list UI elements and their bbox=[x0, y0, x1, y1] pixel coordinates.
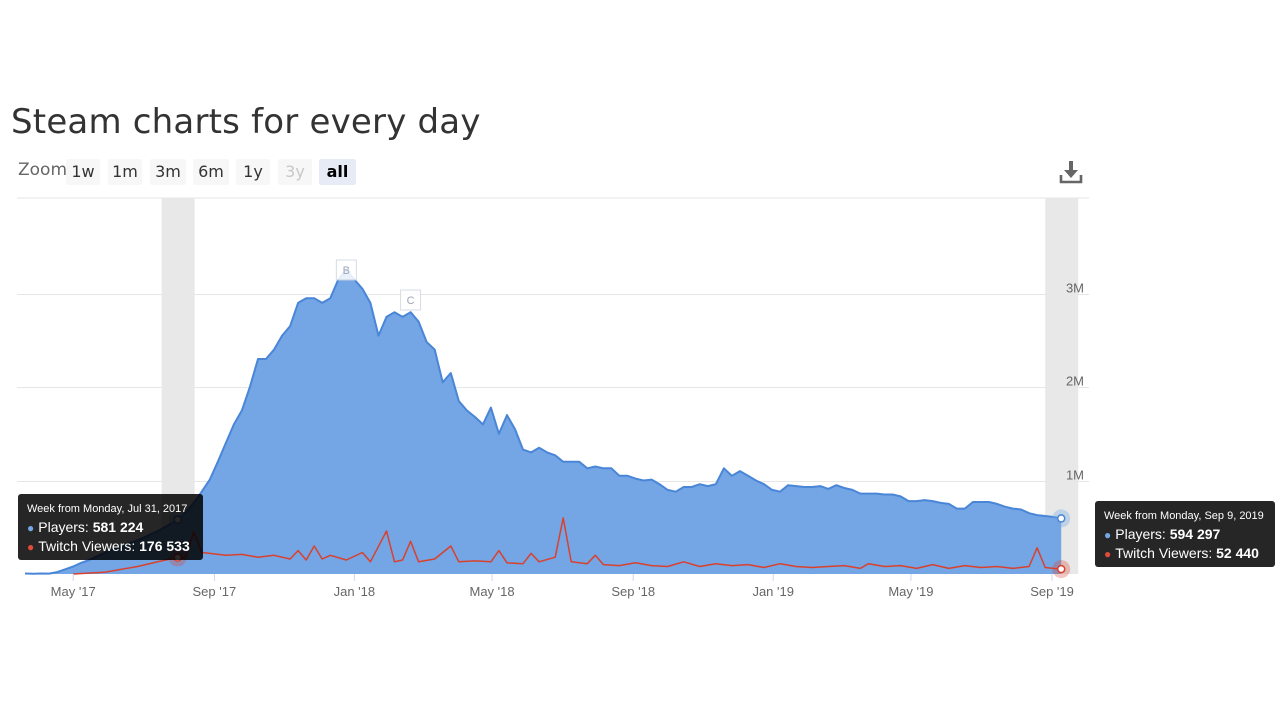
flags: BC bbox=[335, 259, 422, 311]
tooltip-header: Week from Monday, Sep 9, 2019 bbox=[1104, 510, 1264, 522]
tooltip-twitch-value: 52 440 bbox=[1216, 545, 1259, 561]
zoom-3y-button: 3y bbox=[278, 159, 312, 185]
tooltip-twitch-label: Twitch Viewers: bbox=[38, 538, 136, 554]
zoom-all-button[interactable]: all bbox=[319, 159, 356, 185]
x-tick-label: May '18 bbox=[470, 584, 515, 599]
tooltip-twitch-label: Twitch Viewers: bbox=[1115, 545, 1213, 561]
crosshair-band bbox=[1045, 198, 1079, 574]
x-tick-label: May '17 bbox=[51, 584, 96, 599]
tooltip-players-row: ● Players: 594 297 bbox=[1104, 525, 1266, 544]
y-tick-label: 3M bbox=[1066, 281, 1084, 296]
x-tick-label: Jan '18 bbox=[334, 584, 376, 599]
flag-marker bbox=[400, 289, 422, 311]
x-tick-label: May '19 bbox=[888, 584, 933, 599]
zoom-1m-button[interactable]: 1m bbox=[108, 159, 142, 185]
twitch-bullet-icon: ● bbox=[27, 540, 35, 554]
players-hover-point bbox=[1056, 514, 1066, 523]
page-title: Steam charts for every day bbox=[11, 102, 481, 142]
zoom-6m-button[interactable]: 6m bbox=[193, 159, 229, 185]
flag-marker bbox=[335, 259, 357, 281]
tooltip-players-label: Players: bbox=[1115, 526, 1166, 542]
tooltip-left: Week from Monday, Jul 31, 2017 ● Players:… bbox=[18, 494, 203, 560]
tooltip-players-value: 581 224 bbox=[92, 519, 144, 535]
tooltip-right: Week from Monday, Sep 9, 2019 ● Players: … bbox=[1095, 501, 1275, 567]
axes: 1M 2M 3M May '17 Sep '17 Jan '18 May '18 Sep '1… bbox=[51, 281, 1084, 600]
zoom-1y-button[interactable]: 1y bbox=[236, 159, 270, 185]
x-tick-label: Sep '17 bbox=[193, 584, 237, 599]
y-tick-label: 1M bbox=[1066, 468, 1084, 483]
download-icon bbox=[1059, 161, 1083, 184]
zoom-label: Zoom bbox=[18, 160, 68, 180]
tooltip-twitch-row: ● Twitch Viewers: 52 440 bbox=[1104, 544, 1266, 563]
zoom-1w-button[interactable]: 1w bbox=[66, 159, 100, 185]
twitch-line bbox=[73, 517, 1062, 575]
download-button[interactable] bbox=[1058, 158, 1084, 186]
x-tick-label: Sep '18 bbox=[611, 584, 655, 599]
x-tick-label: Jan '19 bbox=[752, 584, 794, 599]
y-tick-label: 2M bbox=[1066, 374, 1084, 389]
flag-label: C bbox=[407, 295, 415, 307]
players-area bbox=[25, 270, 1062, 574]
tooltip-twitch-row: ● Twitch Viewers: 176 533 bbox=[27, 537, 194, 556]
tooltip-header: Week from Monday, Jul 31, 2017 bbox=[27, 503, 188, 515]
players-bullet-icon: ● bbox=[1104, 528, 1112, 542]
tooltip-players-value: 594 297 bbox=[1169, 526, 1221, 542]
players-bullet-icon: ● bbox=[27, 521, 35, 535]
tooltip-twitch-value: 176 533 bbox=[139, 538, 190, 554]
tooltip-players-row: ● Players: 581 224 bbox=[27, 518, 194, 537]
twitch-hover-point bbox=[1056, 564, 1066, 574]
twitch-bullet-icon: ● bbox=[1104, 547, 1112, 561]
zoom-3m-button[interactable]: 3m bbox=[150, 159, 186, 185]
flag-label: B bbox=[343, 265, 350, 277]
x-tick-label: Sep '19 bbox=[1030, 584, 1074, 599]
twitch-series bbox=[73, 517, 1062, 575]
tooltip-players-label: Players: bbox=[38, 519, 89, 535]
